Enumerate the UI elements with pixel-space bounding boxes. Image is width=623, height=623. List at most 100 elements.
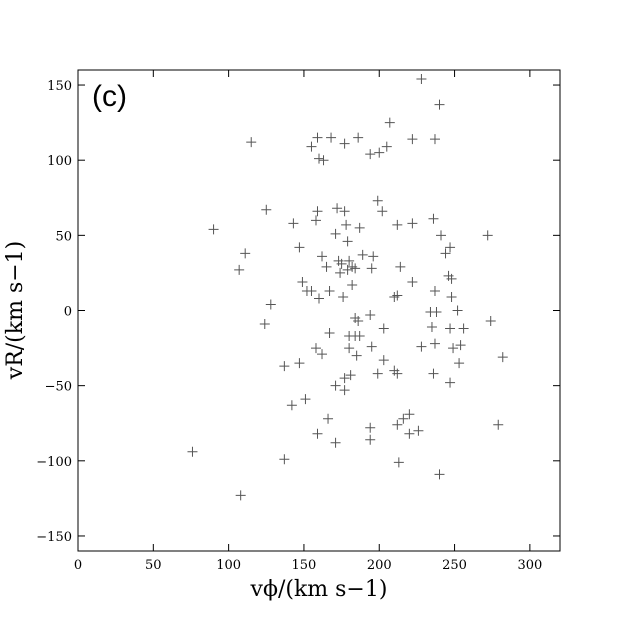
point [339,206,350,217]
point [336,258,347,269]
x-tick-label: 150 [292,558,317,573]
point [378,323,389,334]
point [445,242,456,253]
point [429,134,440,145]
point [354,331,365,342]
point [431,307,442,318]
point [279,361,290,372]
point [338,291,349,302]
point [312,206,323,217]
x-tick-label: 50 [145,558,162,573]
point [288,218,299,229]
point [339,138,350,149]
point [366,341,377,352]
point [306,141,317,152]
point [482,230,493,241]
point [416,74,427,85]
point [445,377,456,388]
point [187,446,198,457]
point [392,419,403,430]
point [374,147,385,158]
point [354,222,365,233]
point [493,419,504,430]
point [339,373,350,384]
point [497,352,508,363]
point [428,213,439,224]
point [326,132,337,143]
point [321,261,332,272]
point [342,236,353,247]
point [312,428,323,439]
point [365,434,376,445]
point [330,228,341,239]
point [279,454,290,465]
point [398,413,409,424]
point [324,328,335,339]
point [208,224,219,235]
point [365,422,376,433]
point [306,285,317,296]
point [314,293,324,304]
x-tick-label: 0 [74,558,82,573]
point [445,323,456,334]
point [317,251,328,262]
point [378,355,389,366]
point [392,368,403,379]
point [454,358,465,369]
point [377,206,388,217]
point [426,322,437,333]
y-tick-label: 0 [64,305,72,320]
y-tick-label: −150 [36,530,72,545]
point [240,248,251,259]
point [446,273,457,284]
point [384,117,395,128]
point [393,457,404,468]
point [485,316,496,327]
point [407,218,418,229]
point [310,343,321,354]
y-axis-label: vR/(km s−1) [3,241,28,380]
y-tick-label: 100 [47,154,72,169]
point [317,349,328,360]
point [372,368,383,379]
point [455,340,466,351]
point [259,319,270,330]
point [434,99,445,110]
x-tick-label: 250 [442,558,467,573]
panel-label: (c) [92,80,127,113]
point [452,305,463,316]
point [353,316,364,327]
point [392,290,403,301]
point [297,276,308,287]
point [404,409,415,420]
point [347,279,358,290]
point [324,285,335,296]
point [310,215,321,226]
x-tick-label: 200 [367,558,392,573]
point [330,437,341,448]
x-tick-label: 300 [517,558,542,573]
point [416,341,427,352]
point [404,428,415,439]
point [440,248,451,259]
point [344,255,355,266]
point [448,343,459,354]
point [294,242,305,253]
point [365,310,376,321]
point [429,285,440,296]
point [413,425,424,436]
point [407,276,418,287]
y-tick-label: −100 [36,455,72,470]
plot-frame [77,69,561,552]
point [286,400,297,411]
point [335,267,346,278]
point [407,134,418,145]
point [345,370,356,381]
point [368,251,379,262]
point [350,263,361,274]
point [446,291,457,302]
point [246,137,257,148]
point [428,368,439,379]
point [323,413,334,424]
